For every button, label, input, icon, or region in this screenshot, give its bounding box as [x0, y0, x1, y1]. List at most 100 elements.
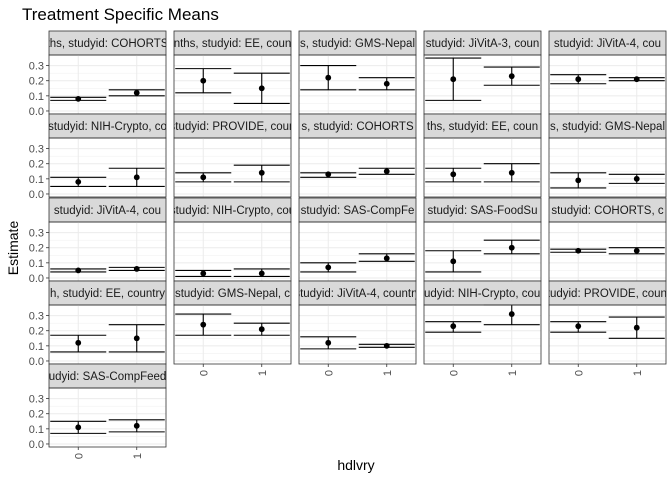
facet-strip-label: studyid: COHORTS, c — [551, 205, 664, 217]
facet-panel: h, studyid: EE, country 0.0 0.1 0.2 0.3 — [29, 281, 166, 368]
estimate-point — [384, 255, 390, 261]
chart-title: Treatment Specific Means — [22, 5, 219, 24]
panel-border — [49, 388, 166, 447]
facet-strip-label: studyid: PROVIDE, countr — [541, 288, 672, 300]
facet-panels: ths, studyid: COHORTS 0.0 0.1 0.2 0.3 nths, s… — [29, 31, 672, 459]
facet-panel: studyid: PROVIDE, countr 0 1 — [541, 281, 672, 376]
facet-panel: studyid: GMS-Nepal, c 0 1 — [174, 281, 291, 376]
facet-strip-label: studyid: NIH-Crypto, cou — [170, 205, 295, 217]
panel-border — [49, 55, 166, 114]
facet-strip-label: studyid: JiVitA-4, cou — [54, 205, 161, 217]
facet-strip-label: s, studyid: GMS-Nepal — [550, 121, 665, 133]
facet-strip-label: h, studyid: EE, country — [50, 288, 165, 300]
estimate-point — [325, 340, 331, 346]
y-tick-label: 0.3 — [29, 311, 44, 323]
panel-border — [424, 55, 541, 114]
estimate-point — [200, 174, 206, 180]
estimate-point — [259, 326, 265, 332]
facet-strip-label: ths, studyid: COHORTS — [47, 38, 169, 50]
facet-panel: studyid: JiVitA-3, coun — [424, 31, 541, 114]
facet-strip-label: studyid: NIH-Crypto, co — [48, 121, 167, 133]
facet-strip-label: studyid: JiVitA-3, coun — [426, 38, 540, 50]
facet-panel: studyid: JiVitA-4, country 0 1 — [294, 281, 421, 376]
x-axis-title: hdlvry — [337, 457, 374, 473]
estimate-point — [509, 311, 515, 317]
facet-panel: s, studyid: GMS-Nepal — [549, 114, 666, 197]
estimate-point — [259, 271, 265, 277]
panel-border — [49, 138, 166, 197]
estimate-point — [259, 85, 265, 91]
estimate-point — [134, 335, 140, 341]
panel-border — [49, 305, 166, 364]
y-tick-label: 0.2 — [29, 326, 44, 338]
estimate-point — [75, 340, 81, 346]
facet-panel: studyid: JiVitA-4, cou — [549, 31, 666, 114]
panel-border — [549, 55, 666, 114]
estimate-point — [259, 170, 265, 176]
y-tick-label: 0.2 — [29, 76, 44, 88]
estimate-point — [75, 268, 81, 274]
estimate-point — [75, 179, 81, 185]
facet-panel: nths, studyid: EE, coun — [174, 31, 292, 114]
x-tick-label: 1 — [507, 370, 519, 376]
facet-panel: studyid: SAS-FoodSu — [424, 198, 541, 281]
facet-panel: studyid: PROVIDE, coun — [170, 114, 296, 197]
estimate-point — [384, 81, 390, 87]
y-tick-label: 0.0 — [29, 439, 44, 451]
panel-border — [174, 222, 291, 281]
estimate-point — [200, 78, 206, 84]
estimate-point — [200, 322, 206, 328]
y-tick-label: 0.1 — [29, 91, 44, 103]
x-tick-label: 0 — [448, 370, 460, 376]
y-tick-label: 0.2 — [29, 243, 44, 255]
y-tick-label: 0.0 — [29, 356, 44, 368]
facet-panel: udyid: SAS-CompFeed 0.0 0.1 0.2 0.3 0 1 — [29, 364, 167, 459]
x-tick-label: 1 — [132, 453, 144, 459]
panel-border — [299, 55, 416, 114]
facet-panel: studyid: COHORTS, c — [549, 198, 666, 281]
y-tick-label: 0.3 — [29, 394, 44, 406]
facet-strip-label: studyid: JiVitA-4, cou — [554, 38, 661, 50]
x-tick-label: 0 — [198, 370, 210, 376]
panel-border — [549, 222, 666, 281]
estimate-point — [450, 76, 456, 82]
y-tick-label: 0.3 — [29, 144, 44, 156]
panel-border — [424, 305, 541, 364]
estimate-point — [575, 177, 581, 183]
estimate-point — [575, 76, 581, 82]
estimate-point — [384, 168, 390, 174]
y-tick-label: 0.3 — [29, 61, 44, 73]
y-tick-label: 0.0 — [29, 189, 44, 201]
y-tick-label: 0.1 — [29, 174, 44, 186]
facet-strip-label: studyid: JiVitA-4, country — [294, 288, 421, 300]
x-tick-label: 0 — [73, 453, 85, 459]
facet-panel: studyid: NIH-Crypto, count 0 1 — [415, 281, 551, 376]
estimate-point — [634, 325, 640, 331]
estimate-point — [450, 258, 456, 264]
estimate-point — [384, 343, 390, 349]
facet-strip-label: nths, studyid: EE, coun — [174, 38, 292, 50]
x-tick-label: 1 — [257, 370, 269, 376]
estimate-point — [575, 323, 581, 329]
estimate-point — [134, 266, 140, 272]
estimate-point — [200, 271, 206, 277]
panel-border — [174, 55, 291, 114]
estimate-point — [575, 248, 581, 254]
estimate-point — [634, 248, 640, 254]
estimate-point — [509, 170, 515, 176]
estimate-point — [325, 75, 331, 81]
facet-strip-label: studyid: GMS-Nepal, c — [175, 288, 290, 300]
y-tick-label: 0.0 — [29, 106, 44, 118]
panel-border — [174, 138, 291, 197]
facet-strip-label: s, studyid: COHORTS — [301, 121, 414, 133]
y-tick-label: 0.1 — [29, 424, 44, 436]
facet-strip-label: studyid: PROVIDE, coun — [170, 121, 296, 133]
y-tick-label: 0.2 — [29, 409, 44, 421]
estimate-point — [509, 73, 515, 79]
x-tick-label: 1 — [632, 370, 644, 376]
estimate-point — [75, 96, 81, 102]
estimate-point — [325, 264, 331, 270]
estimate-point — [450, 323, 456, 329]
facet-panel: ths, studyid: COHORTS 0.0 0.1 0.2 0.3 — [29, 31, 169, 118]
